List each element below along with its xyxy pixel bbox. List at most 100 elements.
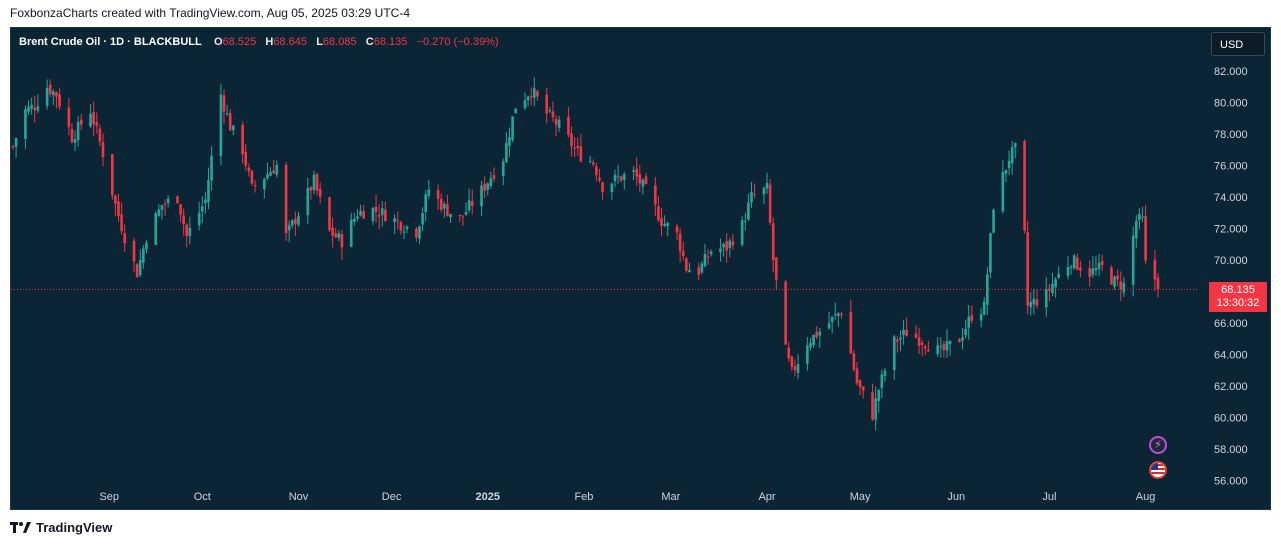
candle-body	[747, 202, 750, 220]
high-label: H	[265, 36, 274, 48]
candle-body	[11, 146, 15, 148]
candle-body	[861, 386, 865, 391]
candle-body	[660, 218, 663, 227]
candle-body	[837, 313, 840, 316]
candle-body	[567, 116, 570, 135]
candle-body	[762, 187, 766, 195]
brand-name: TradingView	[36, 520, 113, 535]
candle-body	[290, 220, 294, 226]
candle-body	[992, 209, 995, 233]
lightning-event-icon[interactable]: ⚡	[1149, 436, 1167, 454]
candle-body	[1156, 277, 1160, 290]
candle-body	[1004, 169, 1008, 174]
candle-body	[297, 215, 300, 225]
candle-body	[533, 88, 536, 98]
candle-body	[24, 109, 27, 139]
candle-body	[470, 201, 474, 206]
candle-body	[45, 87, 49, 106]
candle-body	[480, 185, 483, 207]
candle-body	[731, 241, 735, 246]
candle-body	[489, 178, 493, 187]
candle-body	[874, 398, 877, 420]
candle-body	[67, 107, 71, 128]
candle-body	[529, 96, 533, 98]
candle-body	[70, 128, 74, 143]
y-tick-label: 70.000	[1214, 255, 1248, 267]
candle-body	[790, 356, 794, 368]
candle-body	[855, 368, 859, 384]
candle-body	[362, 210, 365, 219]
candle-body	[247, 167, 251, 172]
y-tick-label: 82.000	[1214, 66, 1248, 78]
candle-body	[849, 311, 853, 354]
change-value: −0.270 (−0.39%)	[416, 36, 499, 48]
candle-body	[638, 174, 642, 184]
candle-body	[806, 345, 809, 364]
candle-body	[275, 164, 279, 175]
candle-body	[48, 84, 52, 95]
candle-body	[948, 340, 952, 345]
candle-body	[117, 201, 120, 216]
price-chart[interactable]: 82.000 80.000 78.000 76.000 74.000 72.000 70.0…	[11, 28, 1270, 509]
x-tick-label: May	[850, 491, 871, 503]
candle-body	[827, 323, 831, 329]
candle-body	[1013, 142, 1017, 148]
candle-body	[768, 184, 772, 223]
candle-body	[740, 220, 744, 245]
candle-body	[883, 370, 887, 377]
candle-body	[775, 257, 778, 280]
candle-body	[548, 110, 552, 112]
candle-body	[579, 146, 583, 162]
candle-body	[899, 337, 902, 340]
chart-panel[interactable]: 82.000 80.000 78.000 76.000 74.000 72.000 70.0…	[10, 27, 1271, 510]
candle-body	[36, 106, 40, 111]
candle-body	[1100, 261, 1104, 266]
footer: TradingView	[10, 520, 112, 535]
y-tick-label: 60.000	[1214, 413, 1248, 425]
candle-body	[706, 256, 710, 258]
candle-body	[58, 94, 61, 107]
candle-body	[967, 316, 971, 328]
candle-body	[436, 190, 440, 199]
candle-body	[554, 118, 558, 125]
candle-body	[753, 193, 756, 195]
candle-body	[750, 191, 753, 203]
candle-body	[204, 199, 207, 204]
candle-body	[619, 176, 623, 181]
candle-body	[1116, 275, 1119, 280]
symbol-title: Brent Crude Oil · 1D · BLACKBULL	[19, 36, 202, 48]
candle-body	[771, 223, 775, 261]
currency-button[interactable]: USD	[1211, 32, 1265, 56]
candle-body	[573, 147, 576, 149]
candle-body	[110, 154, 114, 196]
candle-body	[505, 142, 508, 162]
candle-body	[501, 161, 505, 177]
us-flag-event-icon[interactable]	[1149, 461, 1167, 479]
candle-body	[784, 281, 787, 345]
candle-body	[1026, 232, 1029, 306]
candle-body	[1029, 302, 1033, 308]
candle-body	[917, 337, 921, 346]
y-tick-label: 76.000	[1214, 161, 1248, 173]
candle-body	[514, 108, 517, 114]
chart-legend: Brent Crude Oil · 1D · BLACKBULL O68.525…	[19, 36, 499, 48]
x-tick-label: Oct	[194, 491, 211, 503]
candle-body	[657, 206, 660, 221]
candle-body	[1094, 268, 1098, 271]
candle-body	[79, 119, 83, 125]
candle-body	[1110, 267, 1113, 285]
candle-body	[160, 205, 164, 210]
candle-body	[1091, 268, 1095, 275]
candle-body	[700, 263, 704, 273]
candle-body	[287, 224, 291, 231]
candle-body	[1054, 279, 1057, 288]
candle-body	[588, 160, 592, 162]
candle-body	[179, 204, 182, 215]
candle-body	[284, 165, 288, 234]
candle-body	[92, 112, 95, 125]
y-tick-label: 66.000	[1214, 318, 1248, 330]
candle-body	[393, 218, 396, 222]
candle-body	[415, 228, 418, 238]
candle-body	[725, 241, 728, 251]
attribution: FoxbonzaCharts created with TradingView.…	[10, 6, 411, 20]
